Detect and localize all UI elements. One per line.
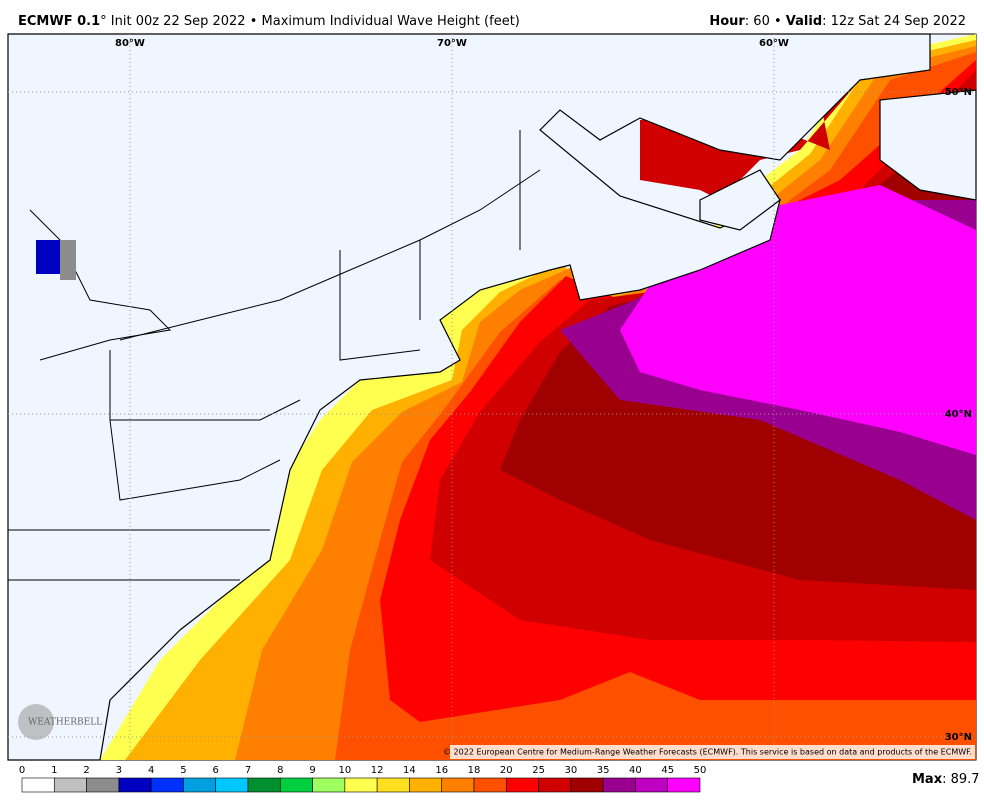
colorbar-bin: [570, 777, 604, 793]
colorbar-tick-label: 9: [309, 765, 315, 776]
max-label: Max: [912, 772, 943, 787]
logo: WEATHERBELL: [28, 718, 102, 728]
colorbar-tick-label: 40: [629, 765, 642, 776]
border: [109, 419, 281, 501]
border: [109, 350, 301, 421]
lat-label: 30°N: [945, 732, 972, 743]
colorbar-tick-label: 14: [403, 765, 416, 776]
land: [7, 33, 931, 761]
lake-ice: [60, 240, 76, 280]
colorbar-bin: [118, 777, 152, 793]
colorbar-bin: [183, 777, 217, 793]
credit-bg: [450, 745, 975, 759]
title-left: ECMWF 0.1° Init 00z 22 Sep 2022 • Maximu…: [18, 14, 520, 29]
colorbar-tick-label: 16: [435, 765, 448, 776]
colorbar-bin: [312, 777, 346, 793]
valid: : 12z Sat 24 Sep 2022: [822, 14, 966, 29]
colorbar-bin: [538, 777, 572, 793]
colorbar-tick-label: 30: [564, 765, 577, 776]
hour: : 60 •: [745, 14, 786, 29]
colorbar-tick-label: 12: [371, 765, 384, 776]
colorbar-bin: [247, 777, 281, 793]
lon-label: 70°W: [437, 38, 467, 49]
colorbar-bin: [473, 777, 507, 793]
max: Max: 89.7: [912, 772, 980, 787]
max-value: 89.7: [951, 772, 980, 787]
colorbar-tick-label: 5: [180, 765, 186, 776]
valid-label: Valid: [786, 14, 822, 29]
colorbar-tick-label: 45: [661, 765, 674, 776]
colorbar-bin: [667, 777, 701, 793]
colorbar-tick-label: 8: [277, 765, 283, 776]
colorbar-tick-label: 35: [597, 765, 610, 776]
max-sep: :: [942, 772, 951, 787]
lon-label: 80°W: [115, 38, 145, 49]
colorbar-bin: [409, 777, 443, 793]
land: [699, 169, 781, 231]
colorbar-bin: [53, 777, 87, 793]
colorbar-bin: [215, 777, 249, 793]
colorbar-tick-label: 2: [83, 765, 89, 776]
colorbar-bin: [376, 777, 410, 793]
border: [119, 169, 541, 341]
colorbar-tick-label: 10: [338, 765, 351, 776]
colorbar-tick-label: 18: [468, 765, 481, 776]
colorbar-bin: [635, 777, 669, 793]
colorbar-bin: [602, 777, 636, 793]
lon-label: 60°W: [759, 38, 789, 49]
colorbar-bin: [279, 777, 313, 793]
colorbar-tick-label: 20: [500, 765, 513, 776]
model: ECMWF 0.1: [18, 14, 100, 29]
title-right: Hour: 60 • Valid: 12z Sat 24 Sep 2022: [709, 14, 966, 29]
init: ° Init 00z 22 Sep 2022 • Maximum Individ…: [100, 14, 520, 29]
colorbar-tick-label: 6: [213, 765, 219, 776]
colorbar-bin: [441, 777, 475, 793]
colorbar-bin: [86, 777, 120, 793]
logo-mark: [18, 704, 54, 740]
colorbar-bin: [344, 777, 378, 793]
map: 80°W 70°W 60°W 50°N 40°N 30°N © 2022 European …: [7, 33, 977, 761]
lat-label: 40°N: [945, 409, 972, 420]
colorbar-tick-label: 1: [51, 765, 57, 776]
colorbar-bin: [21, 777, 55, 793]
colorbar-tick-label: 0: [19, 765, 25, 776]
colorbar-tick-label: 7: [245, 765, 251, 776]
credit: © 2022 European Centre for Medium-Range …: [443, 748, 972, 757]
colorbar-tick-label: 3: [116, 765, 122, 776]
hour-label: Hour: [709, 14, 745, 29]
colorbar-bin: [150, 777, 184, 793]
colorbar-bin: [505, 777, 539, 793]
lat-label: 50°N: [945, 87, 972, 98]
colorbar-tick-label: 25: [532, 765, 545, 776]
colorbar-tick-label: 50: [694, 765, 707, 776]
lake-ice: [36, 240, 60, 274]
colorbar-tick-label: 4: [148, 765, 154, 776]
border: [339, 250, 421, 361]
